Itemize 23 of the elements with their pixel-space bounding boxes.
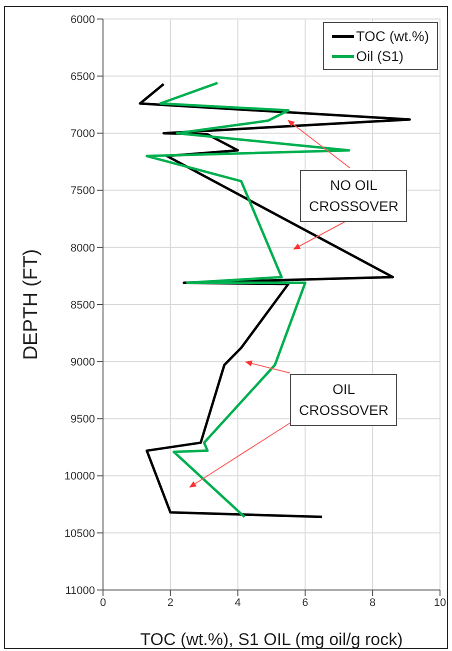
y-axis-title: DEPTH (FT)	[20, 248, 42, 360]
y-tick-label: 6500	[70, 71, 95, 84]
x-tick-label: 6	[302, 596, 308, 609]
annotation: OIL CROSSOVER	[299, 380, 388, 420]
legend-label: Oil (S1)	[356, 48, 404, 64]
y-tick-label: 10500	[64, 528, 95, 540]
x-axis-title: TOC (wt.%), S1 OIL (mg oil/g rock)	[140, 630, 403, 649]
y-tick-label: 7000	[70, 128, 95, 140]
annotation: NO OIL CROSSOVER	[309, 176, 398, 216]
x-tick-label: 2	[167, 596, 174, 609]
y-tick-label: 8500	[70, 299, 95, 312]
y-tick-label: 9000	[70, 356, 95, 369]
y-tick-label: 11000	[65, 584, 95, 597]
legend-label: TOC (wt.%)	[356, 28, 429, 44]
y-tick-label: 9500	[70, 414, 95, 426]
y-tick-label: 8000	[70, 242, 95, 254]
y-tick-label: 7500	[70, 185, 95, 198]
y-tick-label: 10000	[64, 470, 95, 483]
x-tick-label: 10	[434, 596, 446, 609]
y-tick-label: 6000	[70, 14, 95, 26]
x-tick-label: 0	[100, 596, 106, 609]
x-tick-label: 4	[234, 596, 241, 609]
x-tick-label: 8	[370, 596, 376, 609]
